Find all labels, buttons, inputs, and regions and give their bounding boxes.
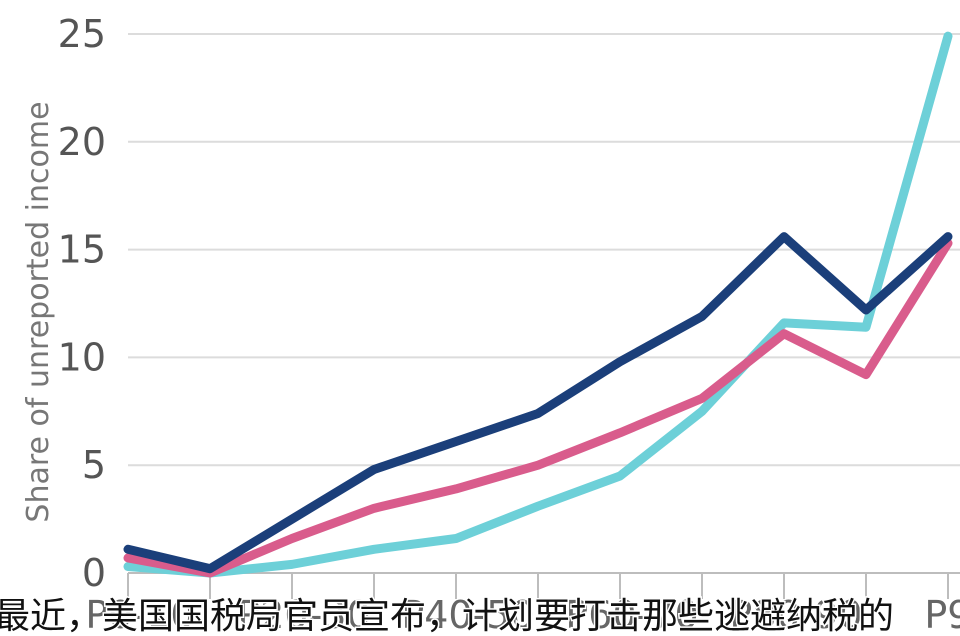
- y-tick-label-25: 25: [58, 12, 106, 56]
- x-tick-label-3: P60-70: [565, 593, 698, 636]
- gridlines: [128, 33, 960, 467]
- y-tick-label-15: 15: [58, 228, 106, 272]
- y-axis-label: Share of unreported income: [21, 101, 56, 522]
- y-tick-label-10: 10: [58, 335, 106, 379]
- y-tick-label-0: 0: [82, 551, 106, 595]
- series-lines: [123, 31, 953, 578]
- x-tick-label-1: P20-30: [237, 593, 370, 636]
- x-tick-label-5: P95: [924, 593, 960, 636]
- x-tick-label-2: P40-50: [401, 593, 534, 636]
- x-axis-tick-labels: P0-10 P20-30 P40-50 P60-70 P80-90 P95: [85, 593, 960, 636]
- overlay-caption: 最近，美国国税局官员宣布，计划要打击那些逃避纳税的: [0, 596, 894, 636]
- y-tick-label-20: 20: [58, 120, 106, 164]
- y-tick-label-5: 5: [82, 443, 106, 487]
- x-tick-label-0: P0-10: [85, 593, 194, 636]
- series-line-2: [123, 31, 953, 578]
- x-tick-label-4: P80-90: [729, 593, 862, 636]
- x-axis: [127, 572, 960, 599]
- series-line-1: [123, 238, 953, 578]
- series-line-0: [123, 232, 953, 574]
- y-axis-ticks: 0 5 10 15 20 25: [58, 12, 106, 595]
